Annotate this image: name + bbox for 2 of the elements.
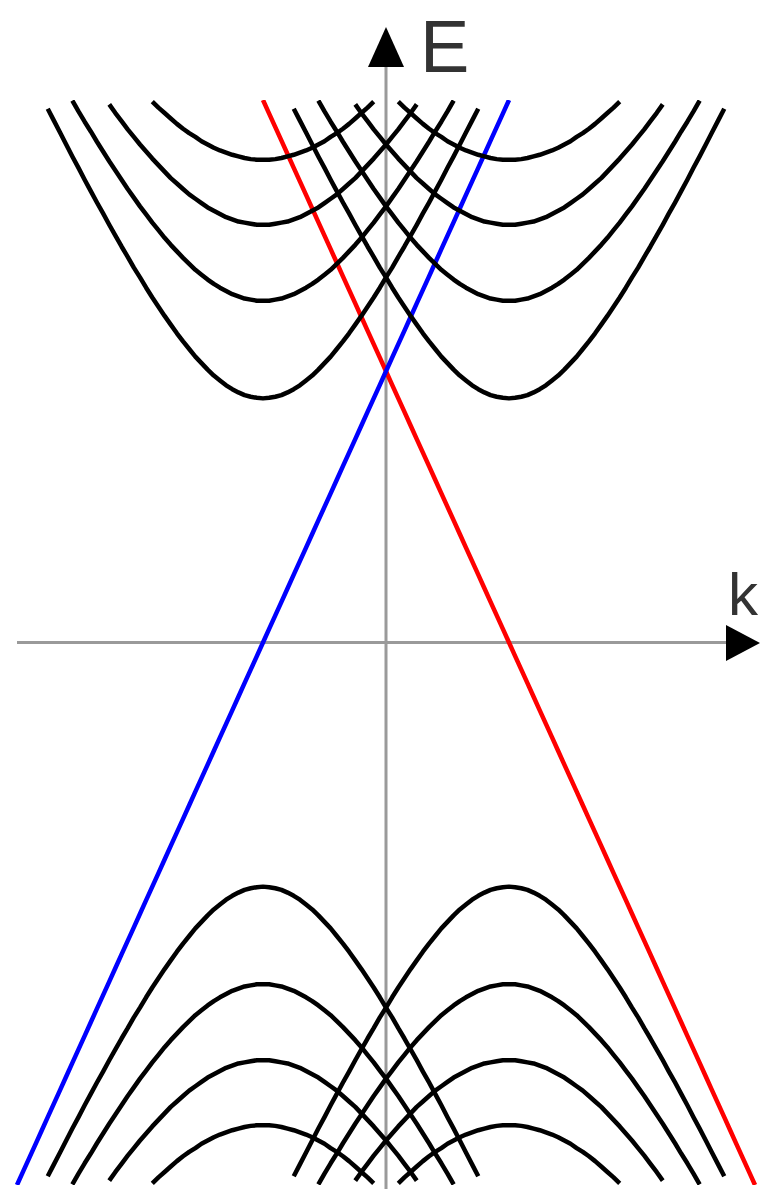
y-axis-title: E	[420, 5, 470, 88]
x-axis-title: k	[728, 560, 759, 628]
